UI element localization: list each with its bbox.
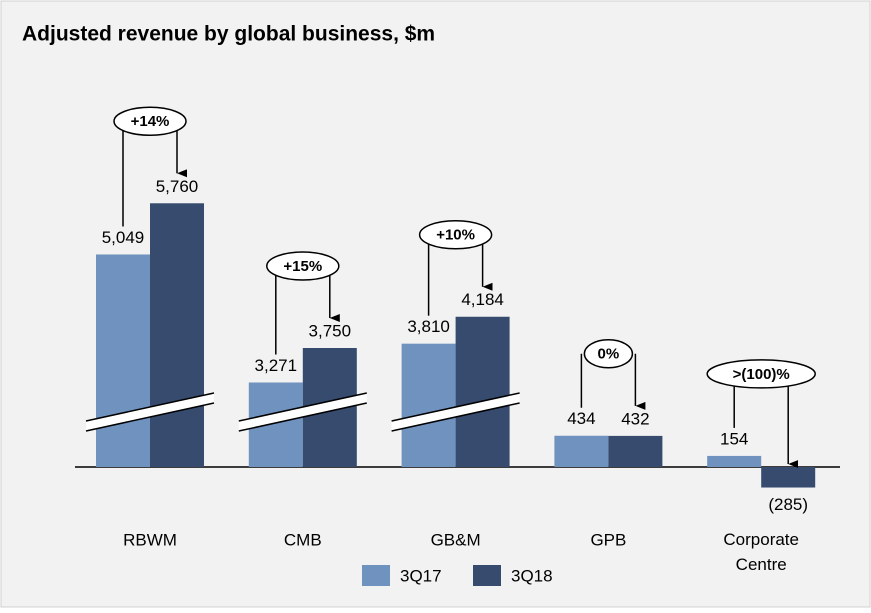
bar bbox=[707, 455, 762, 467]
axis-break bbox=[238, 393, 367, 431]
annotation: >(100)% bbox=[733, 366, 790, 383]
bar bbox=[96, 254, 150, 467]
legend-label: 3Q18 bbox=[511, 566, 553, 585]
x-tick-label-line: Centre bbox=[736, 555, 787, 574]
value-label: 3,750 bbox=[309, 321, 352, 340]
annotation-oval bbox=[706, 359, 816, 389]
bar bbox=[608, 435, 663, 467]
legend-swatch bbox=[362, 565, 390, 586]
chart-title: Adjusted revenue by global business, $m bbox=[22, 23, 435, 46]
value-label: 3,271 bbox=[255, 356, 298, 375]
annotation: 0% bbox=[598, 346, 620, 363]
annotation-oval bbox=[113, 106, 187, 137]
annotation: +15% bbox=[283, 258, 322, 275]
bar bbox=[401, 343, 456, 467]
x-tick-label: RBWM bbox=[123, 530, 177, 549]
legend-swatch bbox=[473, 565, 501, 586]
bar bbox=[150, 203, 204, 467]
value-label: 5,049 bbox=[102, 228, 145, 247]
value-label: 3,810 bbox=[407, 317, 450, 336]
axis-break bbox=[391, 393, 520, 431]
axis-break-line bbox=[85, 402, 215, 432]
axis-break-line bbox=[391, 402, 520, 432]
annotation-oval bbox=[583, 339, 634, 369]
value-label: (285) bbox=[768, 495, 808, 514]
legend-label: 3Q17 bbox=[400, 566, 442, 585]
value-label: 154 bbox=[720, 429, 748, 448]
annotation-oval bbox=[266, 251, 340, 281]
axis-break-line bbox=[391, 392, 520, 422]
value-label: 432 bbox=[621, 409, 649, 428]
annotation: +10% bbox=[436, 227, 475, 244]
axis-break-line bbox=[85, 392, 215, 422]
x-tick-label-line: Corporate bbox=[723, 530, 799, 549]
x-tick-label: Corporate Centre bbox=[723, 530, 799, 574]
value-label: 5,760 bbox=[156, 177, 199, 196]
bar bbox=[761, 467, 816, 488]
bar bbox=[455, 316, 510, 467]
x-tick-label: CMB bbox=[284, 530, 322, 549]
annotation: +14% bbox=[131, 113, 170, 130]
value-label: 4,184 bbox=[461, 290, 504, 309]
bar bbox=[554, 435, 609, 467]
axis-break-line bbox=[238, 402, 367, 432]
axis-break bbox=[86, 393, 214, 431]
x-tick-label: GB&M bbox=[431, 530, 481, 549]
value-label: 434 bbox=[567, 409, 595, 428]
axis-break-line bbox=[238, 392, 367, 422]
x-tick-label: GPB bbox=[590, 530, 626, 549]
annotation-oval bbox=[418, 220, 493, 250]
